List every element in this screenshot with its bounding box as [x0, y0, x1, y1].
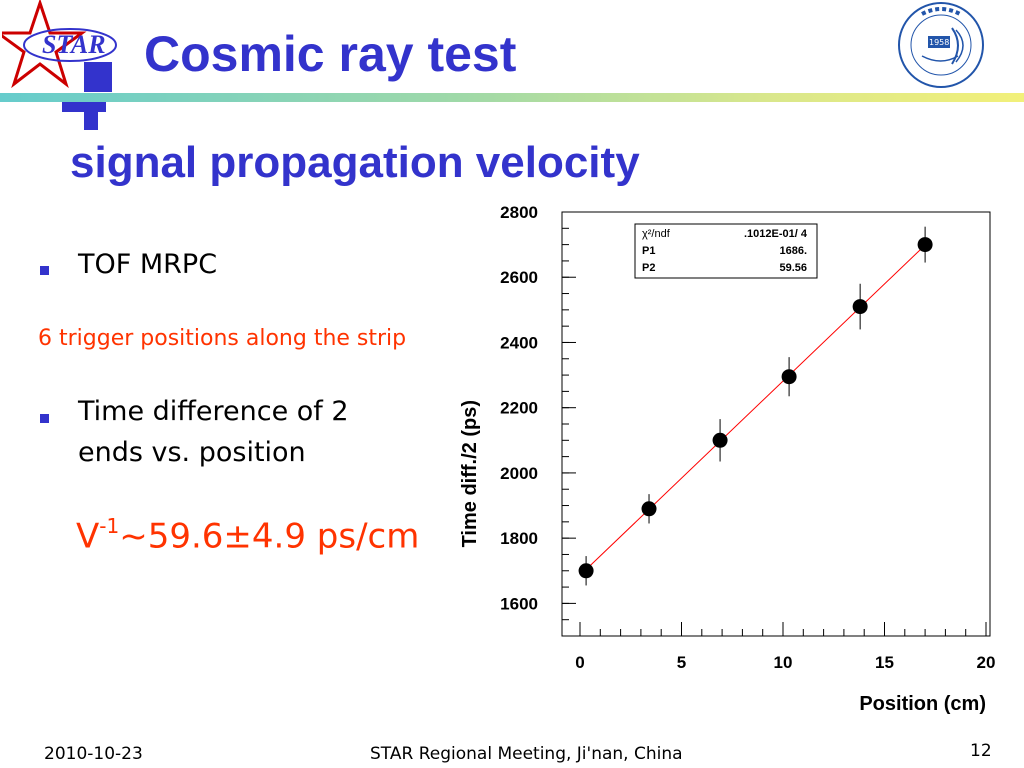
linear-fit-line [585, 244, 926, 570]
footer-date: 2010-10-23 [44, 744, 143, 764]
bullet-time-difference-line2: ends vs. position [78, 437, 306, 468]
chi2-value: .1012E-01/ 4 [744, 228, 808, 240]
bullet-tof-mrpc: TOF MRPC [78, 249, 218, 280]
header-divider-bar [0, 93, 1024, 102]
velocity-prefix: V [76, 516, 100, 557]
y-tick-label: 2000 [500, 464, 538, 483]
bullet-marker [40, 414, 49, 423]
velocity-result: V-1~59.6±4.9 ps/cm [76, 514, 420, 557]
x-tick-label: 10 [774, 653, 793, 672]
bullet-time-difference-line1: Time difference of 2 [78, 396, 349, 427]
slide-title: Cosmic ray test [144, 26, 517, 82]
page-number: 12 [970, 741, 992, 761]
data-point [781, 369, 797, 385]
data-point [712, 432, 728, 448]
data-point [852, 299, 868, 315]
y-tick-label: 2400 [500, 333, 538, 352]
y-axis-title: Time diff./2 (ps) [459, 400, 481, 547]
footer-meeting: STAR Regional Meeting, Ji'nan, China [370, 744, 683, 764]
x-tick-label: 5 [677, 653, 686, 672]
time-vs-position-chart: 1600 1800 2000 2200 2400 2600 2800 0 5 10 15 20 χ²… [459, 203, 996, 715]
chi2-label: χ²/ndf [642, 228, 671, 240]
velocity-value: ~59.6±4.9 ps/cm [119, 516, 420, 557]
p1-label: P1 [642, 245, 655, 257]
title-decoration [84, 102, 98, 130]
svg-text:1958: 1958 [929, 38, 949, 47]
y-tick-label: 2800 [500, 203, 538, 222]
star-logo: STAR [2, 0, 117, 89]
slide-subtitle: signal propagation velocity [70, 138, 640, 187]
x-tick-label: 15 [875, 653, 894, 672]
bullet-marker [40, 266, 49, 275]
data-point [641, 501, 657, 517]
p1-value: 1686. [779, 245, 807, 257]
ustc-logo: 1958 [898, 2, 984, 88]
y-tick-label: 1800 [500, 529, 538, 548]
y-tick-label: 2200 [500, 399, 538, 418]
x-tick-label: 20 [977, 653, 996, 672]
velocity-exponent: -1 [99, 514, 120, 538]
p2-label: P2 [642, 262, 655, 274]
p2-value: 59.56 [779, 262, 807, 274]
x-axis-title: Position (cm) [859, 693, 986, 715]
svg-text:STAR: STAR [42, 30, 106, 59]
y-tick-label: 1600 [500, 594, 538, 613]
title-decoration [84, 62, 112, 92]
y-tick-label: 2600 [500, 268, 538, 287]
data-point [917, 237, 933, 253]
plot-frame [561, 211, 991, 637]
x-tick-label: 0 [575, 653, 584, 672]
data-point [578, 563, 594, 579]
trigger-positions-note: 6 trigger positions along the strip [38, 326, 407, 351]
fit-statistics-box: χ²/ndf .1012E-01/ 4 P1 1686. P2 59.56 [634, 223, 818, 279]
